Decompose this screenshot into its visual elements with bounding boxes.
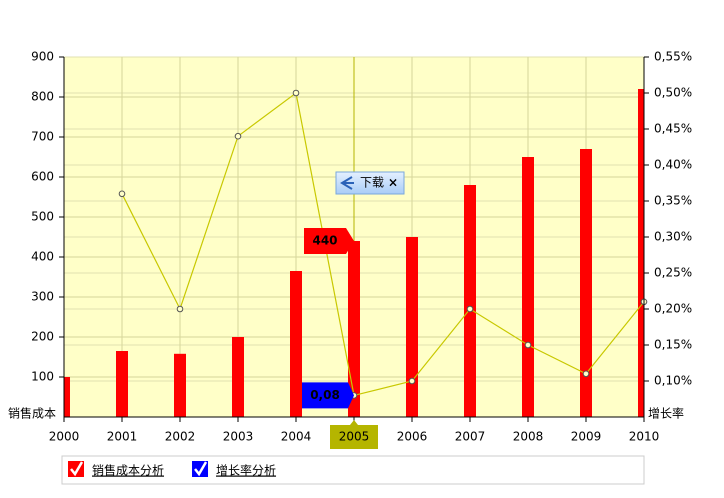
y-tick-label: 600 [31,170,54,184]
bar [522,157,534,417]
button-label[interactable]: 下载 [360,176,384,190]
button-bg[interactable] [335,171,405,195]
bar [64,377,70,417]
y2-tick-label: 0,50% [654,86,692,100]
y2-tick-label: 0,35% [654,194,692,208]
x-tick-label: 2001 [107,430,138,444]
x-tick-label: 2000 [49,430,80,444]
y-tick-label: 800 [31,90,54,104]
y2-tick-label: 0,20% [654,302,692,316]
y2-tick-label: 0,55% [654,50,692,64]
y2-tick-label: 0,40% [654,158,692,172]
y-tick-label: 400 [31,250,54,264]
y2-tick-label: 0,30% [654,230,692,244]
x-tick-label: 2009 [571,430,602,444]
bar [580,149,592,417]
point [234,132,242,140]
y-tick-label: 500 [31,210,54,224]
balloon-label: 440 [312,234,337,248]
point [524,341,532,349]
legend [61,455,645,485]
x-tick-label: 2002 [165,430,196,444]
y2-tick-label: 0,10% [654,374,692,388]
point [292,89,300,97]
y2-axis-title: 增长率 [648,406,684,421]
download-button[interactable]: 下载 × [335,171,405,195]
y-tick-label: 300 [31,290,54,304]
button-close[interactable]: × [388,176,398,190]
y-tick-label: 900 [31,50,54,64]
bar [406,237,418,417]
bar [232,337,244,417]
legend-check [194,461,208,477]
balloon-label: 0,08 [310,388,340,402]
x-tick-label: 2010 [629,430,660,444]
balloon [302,382,354,409]
y-axis-title: 销售成本 [8,406,56,421]
bar [638,89,644,417]
legend-label[interactable]: 增长率分析 [216,463,276,478]
y-tick-label: 700 [31,130,54,144]
cursor-label-bg [330,420,378,449]
x-tick-label: 2008 [513,430,544,444]
x-tick-label: 2003 [223,430,254,444]
point [176,305,184,313]
legend-label[interactable]: 销售成本分析 [92,463,164,478]
y-tick-label: 100 [31,370,54,384]
line [121,91,645,397]
point [408,377,416,385]
y2-tick-label: 0,15% [654,338,692,352]
bar [464,185,476,417]
point [118,190,126,198]
bar [290,271,302,417]
y2-tick-label: 0,45% [654,122,692,136]
y-tick-label: 200 [31,330,54,344]
bar [348,241,360,417]
point [466,305,474,313]
button-icon [340,176,354,190]
bar [174,353,186,417]
x-tick-label: 2004 [281,430,312,444]
y2-tick-label: 0,25% [654,266,692,280]
x-tick-label: 2007 [455,430,486,444]
legend-check [70,461,84,477]
bar [116,351,128,417]
balloon [304,228,354,254]
point [582,370,590,378]
x-tick-label: 2006 [397,430,428,444]
x-tick-label: 2005 [339,430,370,444]
